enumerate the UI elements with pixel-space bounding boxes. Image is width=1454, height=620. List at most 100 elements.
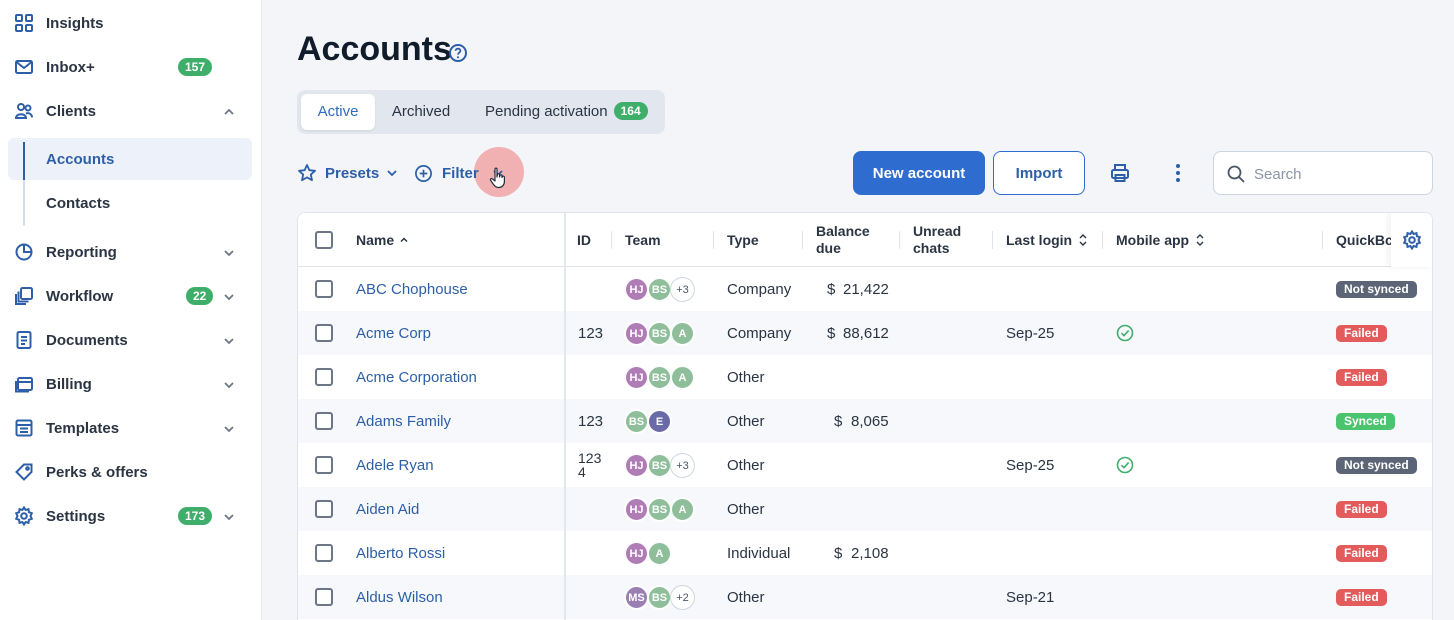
account-name-link[interactable]: Adams Family — [356, 412, 452, 430]
table-row[interactable]: Adele Ryan 123 4 HJ BS +3 Other Sep-25 N… — [298, 443, 1432, 487]
column-header-balance-due[interactable]: Balance due — [803, 213, 900, 267]
sidebar-item-reporting[interactable]: Reporting — [0, 234, 262, 270]
avatar: E — [647, 409, 672, 434]
account-name-link[interactable]: Adele Ryan — [356, 456, 434, 474]
type-cell: Other — [727, 500, 765, 518]
avatar: HJ — [624, 277, 649, 302]
column-header-last-login[interactable]: Last login — [993, 213, 1103, 267]
chevron-down-icon[interactable] — [222, 334, 236, 348]
row-checkbox[interactable] — [315, 412, 333, 430]
chevron-up-icon[interactable] — [222, 105, 236, 119]
sidebar-item-accounts[interactable]: Accounts — [8, 138, 252, 180]
row-checkbox[interactable] — [315, 280, 333, 298]
balance-cell: 21,422 — [843, 280, 889, 298]
table-row[interactable]: Adams Family 123 BS E Other $ 8,065 Sync… — [298, 399, 1432, 443]
tab-archived[interactable]: Archived — [379, 94, 463, 130]
import-button[interactable]: Import — [993, 151, 1085, 195]
account-name-link[interactable]: Acme Corporation — [356, 368, 477, 386]
account-name-link[interactable]: Alberto Rossi — [356, 544, 446, 562]
column-settings — [1391, 213, 1432, 267]
column-header-name[interactable]: Name — [356, 213, 564, 267]
avatar: MS — [624, 585, 649, 610]
account-name-link[interactable]: Acme Corp — [356, 324, 432, 342]
row-checkbox[interactable] — [315, 544, 333, 562]
sidebar-item-workflow[interactable]: Workflow 22 — [0, 278, 262, 314]
sidebar-item-templates[interactable]: Templates — [0, 410, 262, 446]
column-header-quickbooks[interactable]: QuickBc — [1323, 213, 1393, 267]
sidebar-item-settings[interactable]: Settings 173 — [0, 498, 262, 534]
tab-pending-activation[interactable]: Pending activation 164 — [473, 94, 659, 130]
column-label: Unread — [913, 223, 962, 239]
new-account-button[interactable]: New account — [853, 151, 985, 195]
search-input[interactable] — [1254, 162, 1424, 186]
column-label: due — [816, 240, 841, 256]
chevron-down-icon[interactable] — [222, 378, 236, 392]
table-row[interactable]: Acme Corporation HJ BS A Other Failed — [298, 355, 1432, 399]
mail-icon — [15, 60, 33, 74]
table-row[interactable]: Aiden Aid HJ BS A Other Failed — [298, 487, 1432, 531]
row-checkbox[interactable] — [315, 500, 333, 518]
row-checkbox[interactable] — [315, 456, 333, 474]
status-badge: Synced — [1336, 413, 1395, 430]
more-vertical-icon[interactable] — [1166, 161, 1190, 185]
perks-icon — [15, 463, 33, 481]
table-row[interactable]: Alberto Rossi HJ A Individual $ 2,108 Fa… — [298, 531, 1432, 575]
plus-circle-icon — [415, 164, 432, 182]
templates-icon — [15, 419, 33, 437]
column-header-team[interactable]: Team — [612, 213, 714, 267]
row-checkbox[interactable] — [315, 368, 333, 386]
gear-icon — [14, 506, 34, 526]
column-header-unread-chats[interactable]: Unread chats — [900, 213, 993, 267]
column-header-id[interactable]: ID — [566, 213, 612, 267]
table-row[interactable]: Aldus Wilson MS BS +2 Other Sep-21 Faile… — [298, 575, 1432, 619]
sidebar-item-clients[interactable]: Clients — [0, 93, 262, 129]
gear-icon[interactable] — [1402, 230, 1422, 250]
account-name-link[interactable]: Aldus Wilson — [356, 588, 443, 606]
chevron-down-icon[interactable] — [222, 422, 236, 436]
balance-cell: 8,065 — [851, 412, 889, 430]
avatar-more[interactable]: +2 — [670, 585, 695, 610]
avatar: A — [670, 365, 695, 390]
avatar: HJ — [624, 321, 649, 346]
avatar: BS — [647, 585, 672, 610]
select-all-checkbox[interactable] — [315, 231, 333, 249]
table-row[interactable]: ABC Chophouse HJ BS +3 Company $ 21,422 … — [298, 267, 1432, 311]
sub-nav-active-indicator — [23, 142, 25, 180]
avatar-more[interactable]: +3 — [670, 453, 695, 478]
tab-label: Pending activation — [485, 103, 608, 120]
row-checkbox[interactable] — [315, 324, 333, 342]
sidebar-item-insights[interactable]: Insights — [0, 5, 262, 41]
print-icon[interactable] — [1108, 161, 1132, 185]
sidebar-item-billing[interactable]: Billing — [0, 366, 262, 402]
type-cell: Other — [727, 368, 765, 386]
help-icon[interactable] — [448, 43, 468, 63]
chevron-down-icon[interactable] — [222, 510, 236, 524]
tab-active[interactable]: Active — [301, 94, 375, 130]
table-row[interactable]: Acme Corp 123 HJ BS A Company $ 88,612 S… — [298, 311, 1432, 355]
avatar-more[interactable]: +3 — [670, 277, 695, 302]
sidebar-item-documents[interactable]: Documents — [0, 322, 262, 358]
chevron-down-icon[interactable] — [222, 290, 236, 304]
id-line: 4 — [578, 464, 586, 480]
column-header-mobile-app[interactable]: Mobile app — [1103, 213, 1323, 267]
presets-button[interactable]: Presets — [297, 160, 399, 186]
chevron-down-icon[interactable] — [222, 246, 236, 260]
column-label: Type — [727, 232, 759, 248]
column-header-type[interactable]: Type — [714, 213, 803, 267]
avatar: BS — [647, 365, 672, 390]
account-name-link[interactable]: ABC Chophouse — [356, 280, 468, 298]
check-circle-icon — [1116, 456, 1134, 474]
type-cell: Other — [727, 412, 765, 430]
avatar: BS — [624, 409, 649, 434]
grid-icon — [15, 14, 33, 32]
account-name-link[interactable]: Aiden Aid — [356, 500, 420, 518]
status-badge: Failed — [1336, 325, 1387, 342]
row-checkbox[interactable] — [315, 588, 333, 606]
sidebar-item-label: Templates — [46, 419, 120, 437]
avatar: HJ — [624, 365, 649, 390]
sidebar-item-inbox[interactable]: Inbox+ 157 — [0, 49, 262, 85]
sidebar-item-perks[interactable]: Perks & offers — [0, 454, 262, 490]
filter-button[interactable]: Filter — [414, 160, 505, 186]
sidebar-item-contacts[interactable]: Contacts — [8, 182, 252, 224]
status-badge: Not synced — [1336, 457, 1417, 474]
